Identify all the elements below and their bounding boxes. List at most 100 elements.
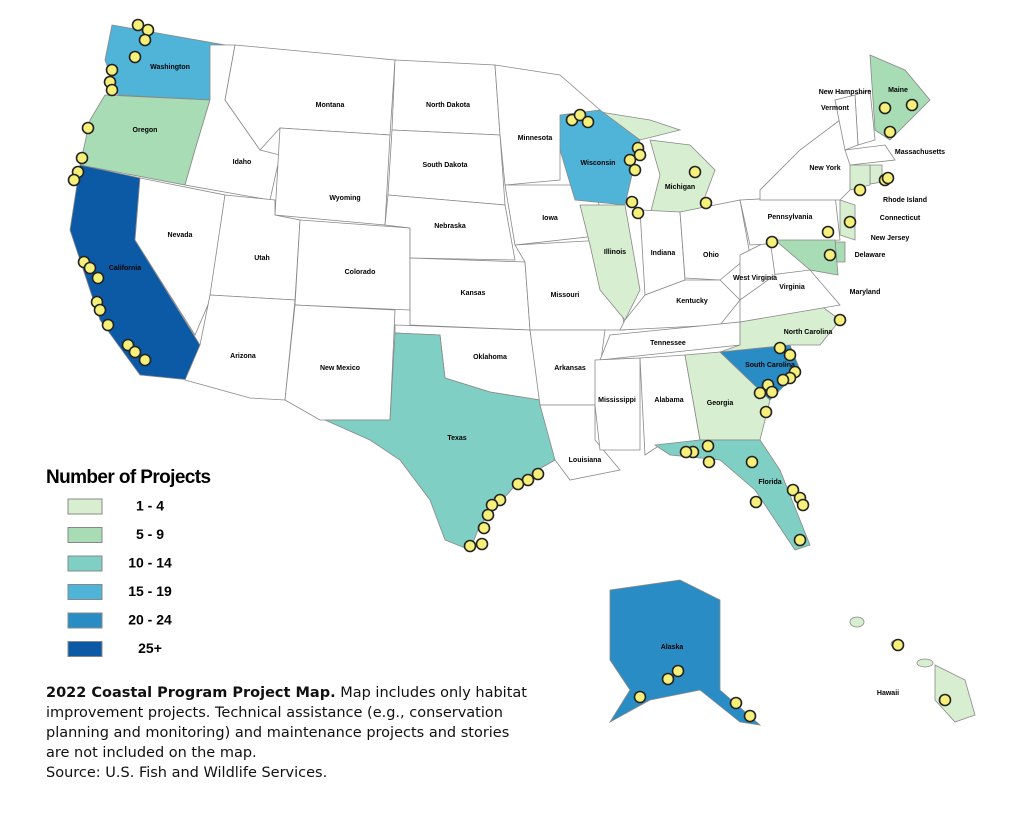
project-dot xyxy=(743,709,757,723)
state xyxy=(844,144,896,166)
project-dot xyxy=(581,115,595,129)
caption: 2022 Coastal Program Project Map. Map in… xyxy=(46,683,536,783)
project-dot xyxy=(796,498,810,512)
legend-label: 1 - 4 xyxy=(136,498,164,514)
state-label: Ohio xyxy=(703,252,719,259)
state xyxy=(294,219,411,311)
state-label: Arizona xyxy=(230,353,256,360)
project-dot xyxy=(878,101,892,115)
legend-swatch xyxy=(67,527,103,543)
project-dot xyxy=(81,121,95,135)
state-label: North Dakota xyxy=(426,102,470,109)
legend-label: 10 - 14 xyxy=(128,555,172,571)
state-label: Idaho xyxy=(233,159,252,166)
legend-swatch xyxy=(67,584,103,600)
state-label: Pennsylvania xyxy=(768,214,813,221)
state-label: Kentucky xyxy=(676,298,708,305)
project-dot xyxy=(729,696,743,710)
project-dot xyxy=(101,318,115,332)
state-label: Rhode Island xyxy=(883,197,927,204)
state-label: Delaware xyxy=(855,252,886,259)
legend-swatch xyxy=(67,641,103,657)
state-label: West Virginia xyxy=(733,275,777,282)
state-label: Hawaii xyxy=(877,690,899,697)
state-label: Texas xyxy=(447,435,466,442)
state-label: Michigan xyxy=(665,184,695,191)
state xyxy=(284,304,396,421)
project-dot xyxy=(702,455,716,469)
state-label: Arkansas xyxy=(554,365,586,372)
state-label: Indiana xyxy=(651,250,676,257)
state-label: Washington xyxy=(150,64,190,71)
project-dot xyxy=(745,455,759,469)
project-dot xyxy=(477,521,491,535)
state-label: Nebraska xyxy=(434,223,466,230)
state-label: Minnesota xyxy=(518,135,553,142)
state-label: Montana xyxy=(316,102,345,109)
project-dot xyxy=(463,539,477,553)
state-label: Wyoming xyxy=(329,195,360,202)
states xyxy=(69,24,976,726)
state-labels: Washington Oregon California Nevada Idaho Mon… xyxy=(109,64,945,697)
state-label: Illinois xyxy=(604,249,626,256)
state xyxy=(608,579,762,726)
project-dot xyxy=(573,108,587,122)
project-dot xyxy=(765,235,779,249)
state xyxy=(494,64,601,186)
state-label: South Dakota xyxy=(422,162,467,169)
project-dot xyxy=(671,664,685,678)
caption-source: Source: U.S. Fish and Wildlife Services. xyxy=(46,765,328,781)
state-label: Oregon xyxy=(133,127,158,134)
state xyxy=(773,239,839,276)
state-label: Wisconsin xyxy=(581,160,616,167)
state xyxy=(869,54,931,141)
project-dot xyxy=(105,63,119,77)
legend-swatch xyxy=(67,498,103,515)
state xyxy=(619,279,741,331)
state xyxy=(739,239,776,301)
project-dot xyxy=(628,163,642,177)
project-dot xyxy=(891,638,905,652)
caption-title: 2022 Coastal Program Project Map. xyxy=(46,685,336,701)
legend-label: 5 - 9 xyxy=(136,526,164,542)
project-dot xyxy=(138,33,152,47)
legend: 1 - 4 5 - 9 10 - 14 15 - 19 20 - 24 25+ xyxy=(67,498,172,657)
project-dot xyxy=(511,477,525,491)
state-label: California xyxy=(109,265,141,272)
state-label: Colorado xyxy=(345,269,376,276)
state-label: Massachusetts xyxy=(895,149,945,156)
project-dot xyxy=(699,196,713,210)
legend-label: 20 - 24 xyxy=(128,612,172,628)
state xyxy=(854,89,876,146)
state-label: Florida xyxy=(758,479,781,486)
state-label: Missouri xyxy=(551,292,580,299)
project-dot xyxy=(905,98,919,112)
project-dot xyxy=(883,125,897,139)
project-dot xyxy=(481,508,495,522)
project-dot xyxy=(633,690,647,704)
state xyxy=(274,127,391,226)
project-dot xyxy=(625,195,639,209)
state-label: Maine xyxy=(888,87,908,94)
state-label: Louisiana xyxy=(569,457,602,464)
caption-text: Map includes only habitat improvement pr… xyxy=(46,685,527,761)
state-label: Alaska xyxy=(661,644,684,651)
project-dot xyxy=(853,183,867,197)
state xyxy=(849,164,871,191)
island xyxy=(916,658,934,668)
state xyxy=(134,177,226,336)
state xyxy=(391,59,501,136)
state-label: Tennessee xyxy=(650,340,686,347)
project-dot xyxy=(821,225,835,239)
project-dot xyxy=(91,271,105,285)
state xyxy=(684,351,771,441)
project-dot xyxy=(753,386,767,400)
project-dot xyxy=(793,533,807,547)
project-dot xyxy=(759,405,773,419)
state xyxy=(104,24,226,101)
state-label: New Mexico xyxy=(320,365,360,372)
state-label: Alabama xyxy=(654,397,683,404)
state-label: Vermont xyxy=(821,105,850,112)
